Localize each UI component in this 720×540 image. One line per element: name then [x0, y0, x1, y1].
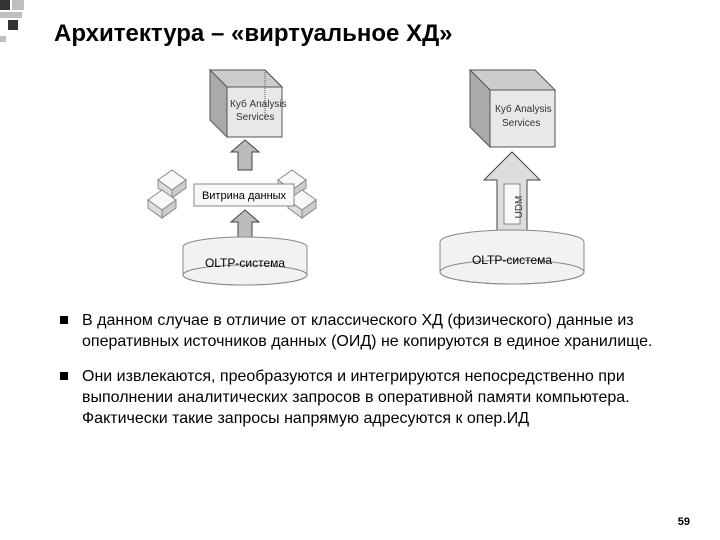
bullet-item: В данном случае в отличие от классическо…	[60, 310, 690, 352]
arrow-udm: UDM	[484, 152, 540, 232]
cyl-label-left: OLTP-система	[205, 256, 285, 270]
data-mart-box: Витрина данных	[194, 184, 294, 206]
cube-label-1: Куб Analysis	[230, 98, 287, 110]
arrow-up-top-left	[231, 140, 259, 170]
cube-right: Куб Analysis Services	[470, 70, 555, 147]
diagram-right: Куб Analysis Services UDM OLTP-система	[380, 62, 610, 292]
corner-decoration	[0, 0, 30, 56]
bullet-item: Они извлекаются, преобразуются и интегри…	[60, 366, 690, 429]
cyl-label-right: OLTP-система	[472, 253, 552, 267]
diagrams-container: Куб Analysis Services	[30, 62, 690, 292]
bullet-list: В данном случае в отличие от классическо…	[30, 310, 690, 430]
cube-label-2: Services	[236, 112, 274, 123]
cube-left: Куб Analysis Services	[210, 70, 287, 137]
page-title: Архитектура – «виртуальное ХД»	[54, 20, 690, 48]
page-number: 59	[678, 516, 690, 528]
cylinder-right: OLTP-система	[440, 230, 584, 284]
cube-label-2r: Services	[502, 118, 540, 129]
cube-label-1r: Куб Analysis	[495, 103, 552, 115]
arrow-up-bottom-left	[231, 210, 259, 240]
diagram-left: Куб Analysis Services	[110, 62, 340, 292]
mid-box-label: Витрина данных	[202, 190, 287, 202]
udm-label: UDM	[514, 196, 525, 219]
cylinder-left: OLTP-система	[183, 237, 307, 285]
